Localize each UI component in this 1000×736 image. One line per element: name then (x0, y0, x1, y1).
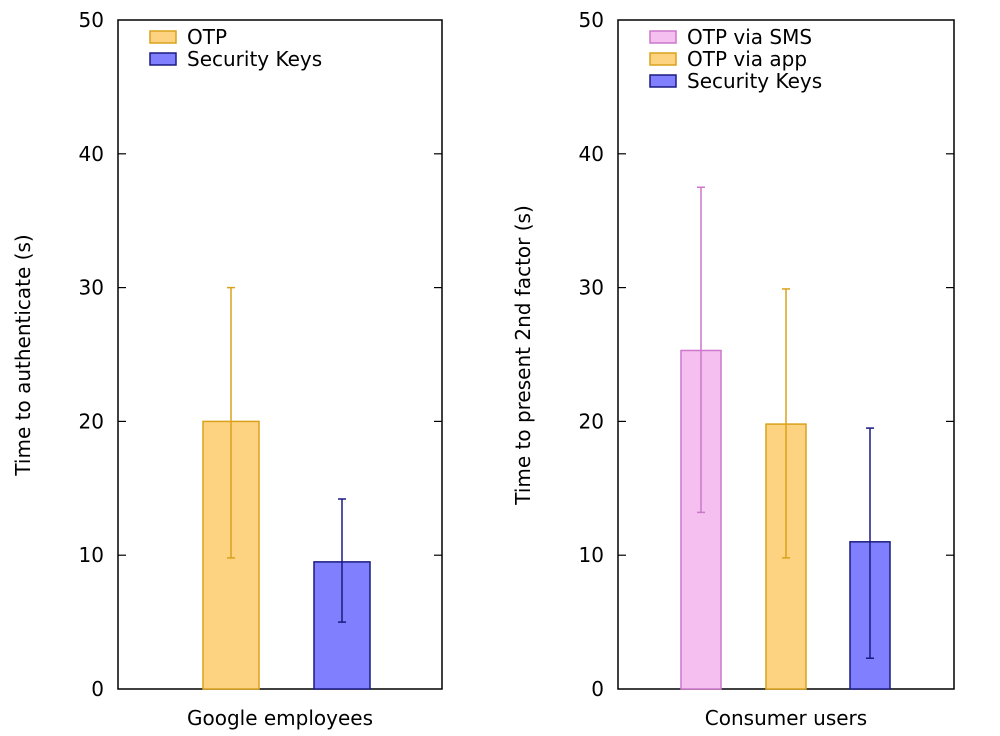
legend-swatch (649, 30, 677, 44)
y-axis-ticks: 0 10 20 30 40 50 (79, 8, 442, 701)
y-axis-ticks: 0 10 20 30 40 50 (579, 8, 954, 701)
y-tick-label: 0 (591, 677, 604, 701)
legend-label: OTP via app (687, 47, 807, 71)
plot-frame (117, 19, 443, 690)
legend-swatch (649, 52, 677, 66)
y-tick-label: 40 (79, 142, 104, 166)
y-tick-label: 50 (79, 8, 104, 32)
y-tick-label: 20 (79, 409, 104, 433)
y-tick-label: 20 (579, 409, 604, 433)
legend-label: OTP (187, 25, 227, 49)
y-axis-title: Time to present 2nd factor (s) (511, 205, 535, 506)
y-tick-label: 30 (579, 276, 604, 300)
y-tick-label: 10 (579, 543, 604, 567)
bars (202, 286, 371, 690)
y-tick-label: 40 (579, 142, 604, 166)
legend-swatch (149, 52, 177, 66)
y-tick-label: 0 (91, 677, 104, 701)
legend-swatch (649, 74, 677, 88)
legend-label: Security Keys (687, 69, 822, 93)
y-axis-title: Time to authenticate (s) (11, 234, 35, 476)
y-tick-label: 50 (579, 8, 604, 32)
x-axis-title: Consumer users (705, 706, 867, 730)
x-axis-title: Google employees (187, 706, 373, 730)
legend-label: OTP via SMS (687, 25, 812, 49)
legend-swatch (149, 30, 177, 44)
y-tick-label: 30 (79, 276, 104, 300)
legend-label: Security Keys (187, 47, 322, 71)
y-tick-label: 10 (79, 543, 104, 567)
bars (680, 186, 891, 690)
